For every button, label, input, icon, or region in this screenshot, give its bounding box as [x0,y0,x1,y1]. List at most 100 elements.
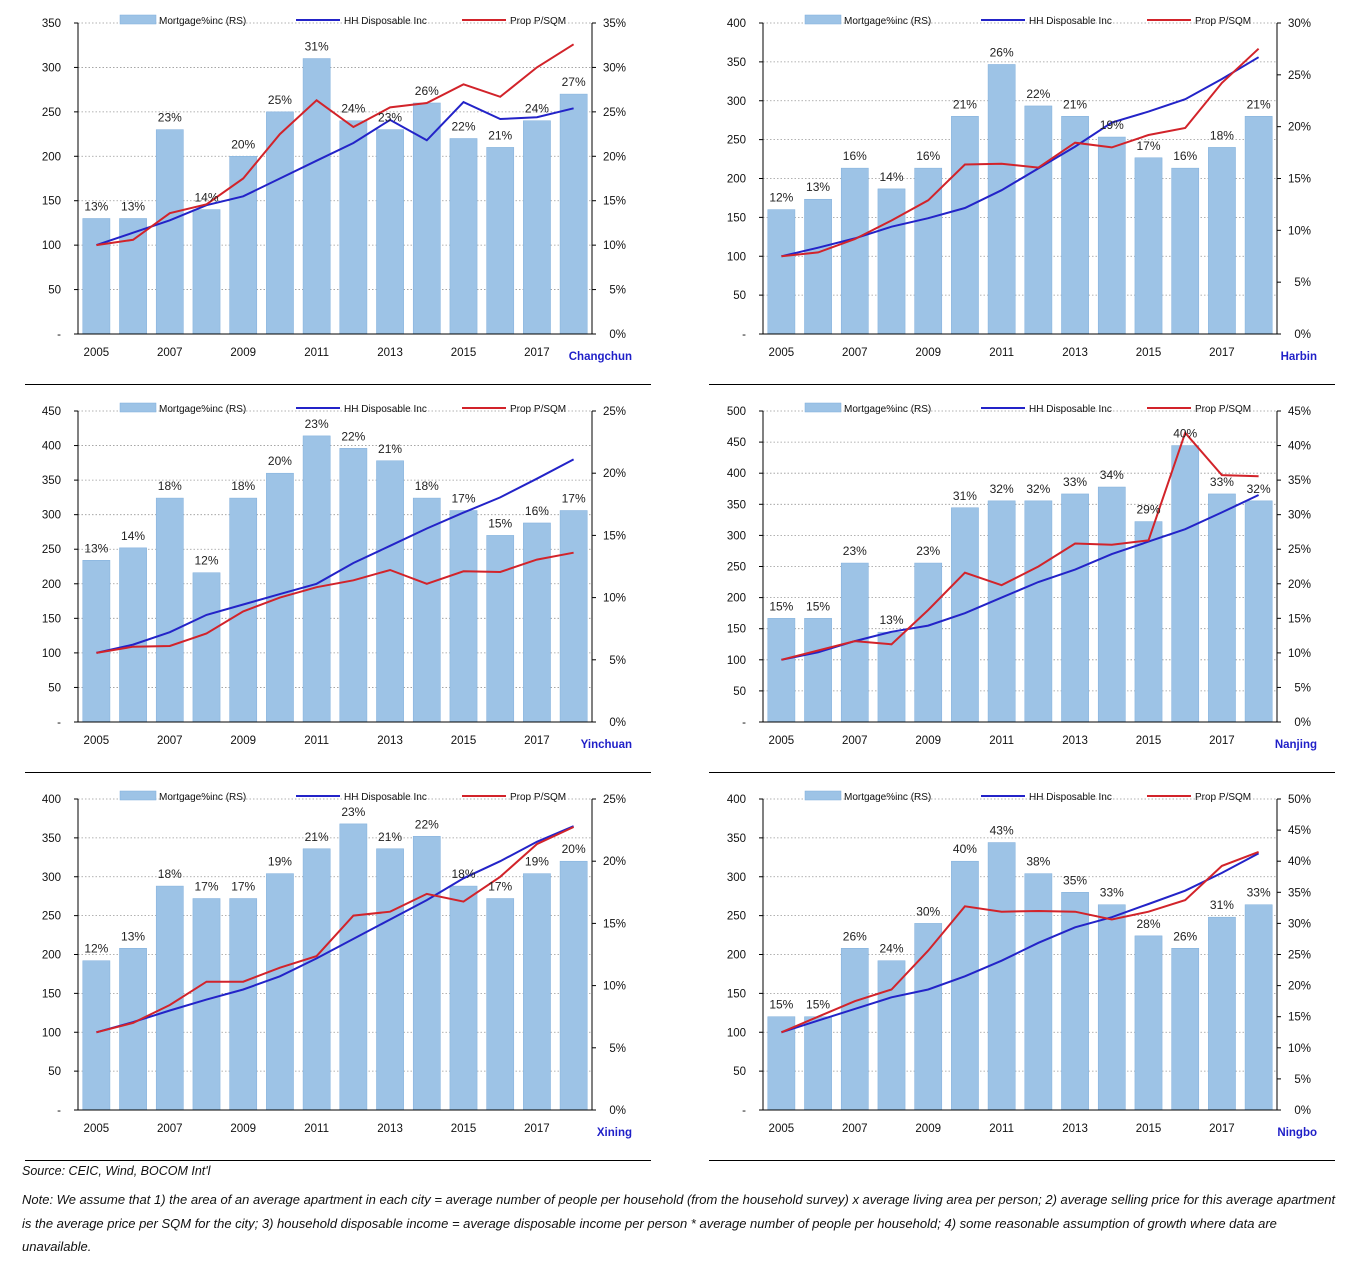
bar-data-label: 24% [525,102,549,116]
right-tick-label: 25% [1288,950,1311,962]
left-tick-label: 50 [733,686,746,698]
bar-data-label: 26% [415,84,439,98]
right-tick-label: 5% [609,285,626,297]
bar-data-label: 31% [1210,898,1234,912]
divider-row2-left [25,772,651,773]
right-tick-label: 30% [1288,18,1311,30]
legend-label-bar: Mortgage%inc (RS) [844,404,931,415]
left-tick-label: 300 [42,510,61,522]
bar-data-label: 19% [525,855,549,869]
left-tick-label: 450 [727,437,746,449]
bar-mortgage [840,948,869,1111]
x-tick-label: 2017 [524,735,550,747]
left-tick-label: 350 [727,57,746,69]
legend-label-price: Prop P/SQM [1195,792,1251,803]
x-tick-label: 2011 [989,347,1014,359]
x-tick-label: 2009 [230,1123,256,1135]
bar-data-label: 23% [158,111,182,125]
x-tick-label: 2009 [915,735,941,747]
bar-data-label: 32% [1247,482,1271,496]
left-tick-label: 350 [42,833,61,845]
right-tick-label: 25% [603,406,626,418]
left-tick-label: 300 [727,872,746,884]
legend-label-income: HH Disposable Inc [1029,16,1112,27]
bar-data-label: 22% [341,429,365,443]
right-tick-label: 0% [1294,717,1311,729]
right-tick-label: 20% [1288,579,1311,591]
left-tick-label: 200 [42,151,61,163]
bar-mortgage [914,167,943,335]
right-tick-label: 15% [603,530,626,542]
bar-data-label: 22% [415,817,439,831]
left-tick-label: 150 [42,196,61,208]
bar-mortgage [1244,116,1273,335]
bar-mortgage [1097,136,1126,335]
x-tick-label: 2009 [230,735,256,747]
bar-mortgage [804,618,832,723]
left-tick-label: 300 [727,530,746,542]
bar-data-label: 33% [1210,475,1234,489]
bar-mortgage [155,885,184,1111]
bar-mortgage [229,898,258,1111]
bar-mortgage [449,885,478,1111]
legend-label-price: Prop P/SQM [510,404,566,415]
city-label: Changchun [569,351,632,363]
left-tick-label: 200 [727,593,746,605]
x-tick-label: 2013 [1062,735,1088,747]
x-tick-label: 2007 [157,1123,183,1135]
legend-label-income: HH Disposable Inc [344,792,427,803]
left-tick-label: 150 [42,613,61,625]
bar-mortgage [155,129,184,335]
chart-svg-xining: - 50 100 150 200 250 300 350 400 0% 5% 10% 15% 20% 25%… [42,790,632,1139]
x-tick-label: 2011 [304,1123,329,1135]
left-tick-label: 200 [42,579,61,591]
x-tick-label: 2011 [989,1123,1014,1135]
right-tick-label: 0% [1294,1105,1311,1117]
right-tick-label: 25% [603,107,626,119]
right-tick-label: 35% [603,18,626,30]
bar-mortgage [339,448,368,723]
line-hh-disposable-inc [96,825,574,1034]
bar-data-label: 34% [1100,468,1124,482]
chart-panel-harbin: - 50 100 150 200 250 300 350 400 0% 5% 10% 15% 20% 25%… [705,10,1364,395]
left-tick-label: 400 [727,18,746,30]
bar-data-label: 13% [84,199,108,213]
bar-mortgage [192,209,221,335]
bar-mortgage [1134,935,1163,1111]
left-tick-label: - [57,717,61,729]
bar-data-label: 26% [843,929,867,943]
x-tick-label: 2011 [989,735,1014,747]
legend-label-price: Prop P/SQM [510,16,566,27]
bar-mortgage [1097,486,1126,723]
line-prop-price [96,43,575,247]
bar-data-label: 23% [305,417,329,431]
bar-data-label: 21% [378,830,402,844]
right-tick-label: 5% [609,1043,626,1055]
bar-data-label: 22% [1026,87,1050,101]
bar-mortgage [767,209,796,335]
right-tick-label: 0% [609,329,626,341]
right-tick-label: 0% [1294,329,1311,341]
x-tick-label: 2015 [1136,735,1162,747]
city-label: Harbin [1281,351,1317,363]
bar-data-label: 17% [562,492,586,506]
bar-data-label: 13% [121,929,145,943]
right-tick-label: 10% [603,240,626,252]
x-tick-label: 2009 [915,1123,941,1135]
left-tick-label: 150 [727,212,746,224]
right-tick-label: 15% [1288,174,1311,186]
bar-data-label: 31% [953,489,977,503]
bar-mortgage [767,618,796,723]
bar-data-label: 14% [194,191,218,205]
bar-data-label: 16% [843,149,867,163]
left-tick-label: 450 [42,406,61,418]
legend-label-bar: Mortgage%inc (RS) [159,792,246,803]
bar-data-label: 20% [231,137,255,151]
bar-mortgage [1208,147,1236,335]
legend-swatch-bar [804,790,842,801]
right-tick-label: 30% [603,62,626,74]
bar-mortgage [877,631,906,723]
x-tick-label: 2011 [304,347,329,359]
chart-panel-xining: - 50 100 150 200 250 300 350 400 0% 5% 10% 15% 20% 25%… [20,786,680,1171]
bar-mortgage [767,1016,796,1111]
